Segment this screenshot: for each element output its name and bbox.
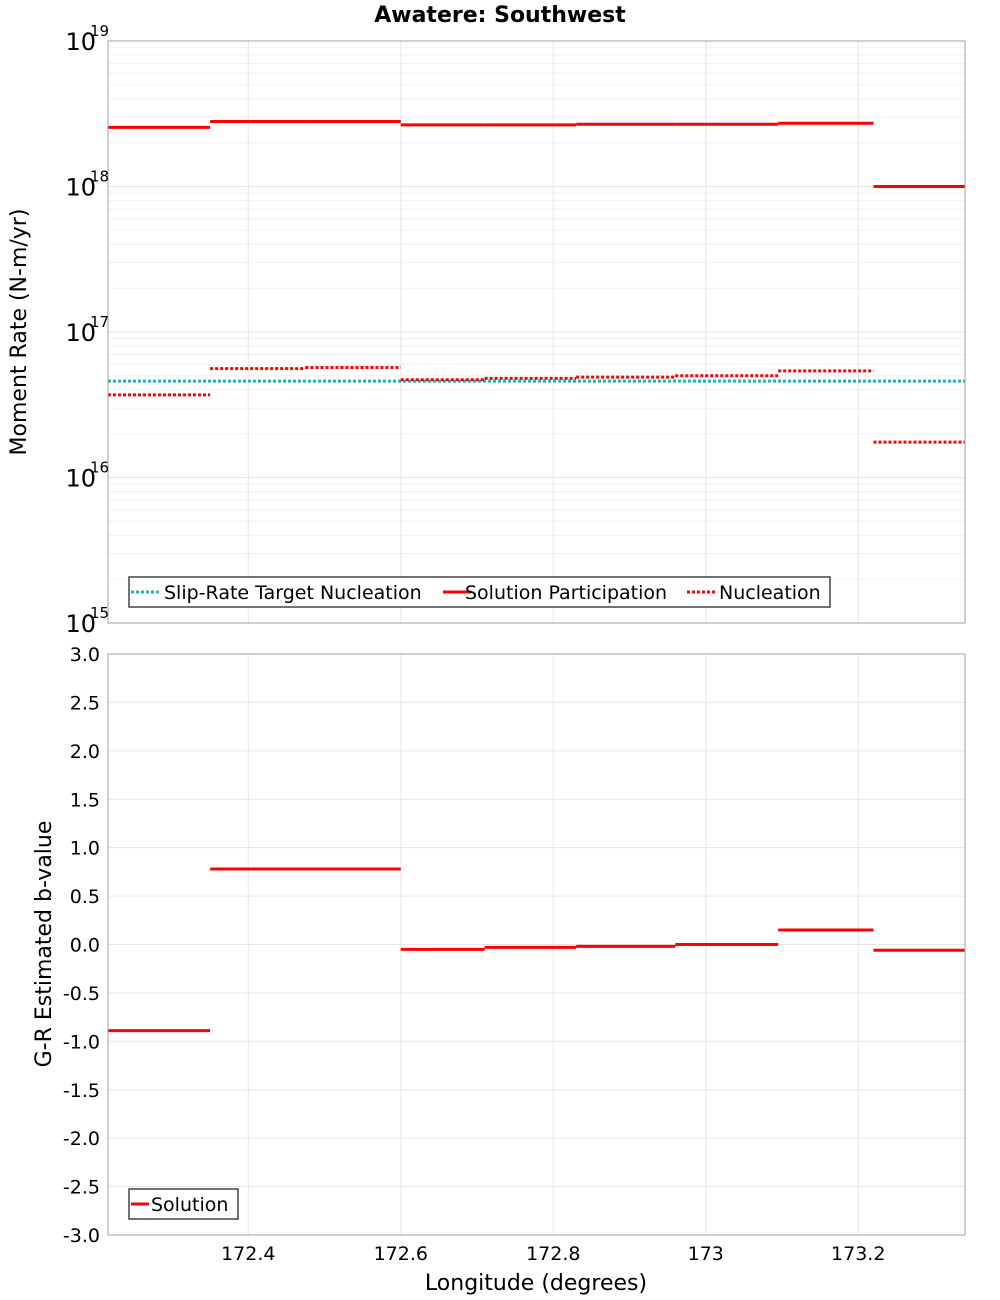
bottom-plot-frame bbox=[107, 653, 966, 1236]
legend-entry-label: Solution Participation bbox=[465, 582, 667, 604]
top-plot-frame bbox=[107, 40, 966, 624]
tick-base: 10 bbox=[65, 319, 96, 347]
b-value-panel: 3.0 2.5 2.0 1.5 1.0 0.5 0.0 -0.5 -1.0 -1.5 -2.0 -2.… bbox=[32, 644, 966, 1296]
x-tick-label: 172.6 bbox=[374, 1243, 428, 1265]
x-axis-label: Longitude (degrees) bbox=[425, 1271, 647, 1296]
bottom-y-tick-label: 1.5 bbox=[70, 789, 100, 811]
bottom-series bbox=[108, 867, 965, 1033]
bottom-y-tick-label: -2.0 bbox=[63, 1128, 100, 1150]
bottom-y-tick-label: 2.5 bbox=[70, 692, 100, 714]
bottom-y-tick-label: -1.5 bbox=[63, 1080, 100, 1102]
bottom-y-axis-label: G-R Estimated b-value bbox=[32, 821, 57, 1068]
tick-base: 10 bbox=[65, 174, 96, 202]
x-tick-label: 173.2 bbox=[831, 1243, 885, 1265]
top-grid bbox=[108, 40, 965, 624]
tick-exponent: 18 bbox=[90, 168, 109, 186]
tick-exponent: 19 bbox=[90, 22, 109, 40]
legend-entry-label: Nucleation bbox=[719, 582, 821, 604]
tick-exponent: 17 bbox=[90, 313, 109, 331]
bottom-grid bbox=[108, 653, 965, 1236]
top-legend: Slip-Rate Target Nucleation Solution Part… bbox=[128, 576, 831, 608]
top-series bbox=[108, 119, 965, 444]
bottom-x-tick-labels: 172.4 172.6 172.8 173 173.2 bbox=[221, 1243, 885, 1265]
bottom-y-tick-label: 3.0 bbox=[70, 644, 100, 666]
bottom-y-tick-label: -1.0 bbox=[63, 1031, 100, 1053]
series-solution bbox=[108, 867, 965, 1033]
legend-entry-label: Slip-Rate Target Nucleation bbox=[164, 582, 422, 604]
tick-base: 10 bbox=[65, 610, 96, 638]
top-y-axis-label: Moment Rate (N-m/yr) bbox=[7, 209, 32, 456]
chart-title: Awatere: Southwest bbox=[374, 3, 626, 28]
bottom-y-tick-label: 0.5 bbox=[70, 886, 100, 908]
bottom-y-tick-label: -2.5 bbox=[63, 1177, 100, 1199]
legend-entry-label: Solution bbox=[151, 1194, 228, 1216]
series-solution-participation bbox=[108, 119, 965, 188]
x-tick-label: 172.4 bbox=[221, 1243, 275, 1265]
bottom-legend: Solution bbox=[128, 1188, 239, 1220]
series-nucleation bbox=[108, 366, 965, 444]
bottom-y-tick-label: -0.5 bbox=[63, 983, 100, 1005]
bottom-y-tick-label: -3.0 bbox=[63, 1225, 100, 1247]
bottom-y-tick-label: 0.0 bbox=[70, 935, 100, 957]
x-tick-label: 172.8 bbox=[526, 1243, 580, 1265]
bottom-y-tick-labels: 3.0 2.5 2.0 1.5 1.0 0.5 0.0 -0.5 -1.0 -1.5 -2.0 -2.… bbox=[63, 644, 100, 1247]
x-tick-label: 173 bbox=[688, 1243, 724, 1265]
tick-exponent: 16 bbox=[90, 459, 109, 477]
bottom-y-tick-label: 2.0 bbox=[70, 741, 100, 763]
bottom-y-tick-label: 1.0 bbox=[70, 838, 100, 860]
tick-exponent: 15 bbox=[90, 604, 109, 622]
tick-base: 10 bbox=[65, 465, 96, 493]
tick-base: 10 bbox=[65, 28, 96, 56]
